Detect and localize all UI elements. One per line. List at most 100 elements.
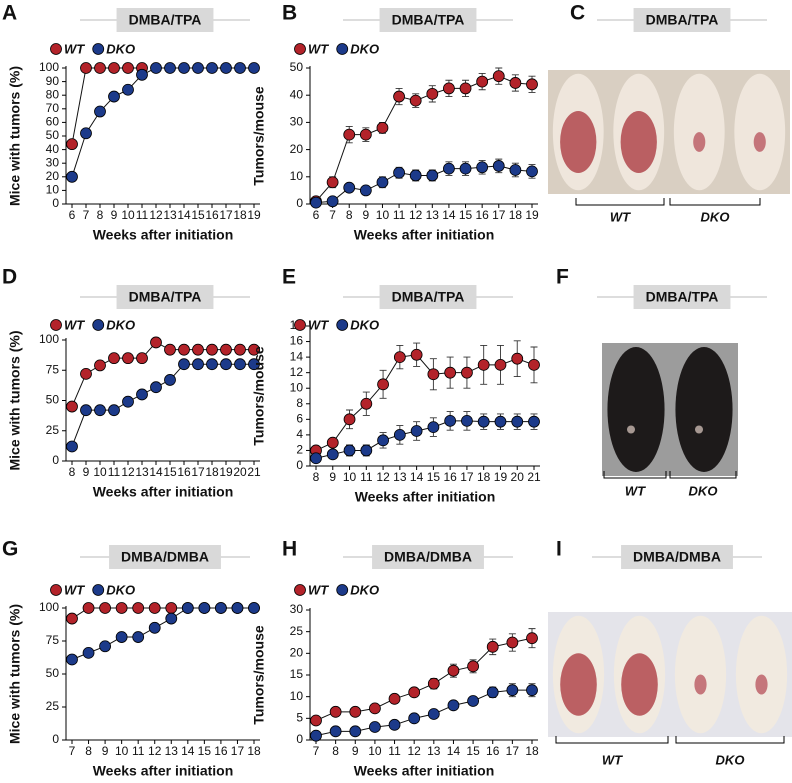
data-point bbox=[178, 358, 190, 371]
x-tick-label: 10 bbox=[115, 744, 129, 758]
x-tick-label: 15 bbox=[198, 744, 212, 758]
x-tick-label: 11 bbox=[132, 744, 145, 758]
data-point bbox=[215, 602, 227, 614]
title-box bbox=[633, 285, 731, 309]
y-tick-label: 100 bbox=[39, 600, 59, 614]
x-tick-label: 11 bbox=[360, 470, 373, 484]
x-axis-label: Weeks after initiation bbox=[354, 227, 495, 243]
data-point bbox=[66, 653, 78, 666]
data-point bbox=[509, 164, 522, 176]
x-tick-label: 17 bbox=[492, 208, 506, 222]
group-label: DKO bbox=[716, 752, 745, 767]
series-line bbox=[71, 607, 254, 660]
x-tick-label: 13 bbox=[165, 744, 179, 758]
data-point bbox=[115, 602, 128, 614]
photo-tumor bbox=[621, 653, 658, 716]
y-tick-label: 14 bbox=[290, 349, 304, 363]
y-tick-label: 5 bbox=[296, 711, 303, 725]
data-point bbox=[511, 352, 524, 365]
title-box bbox=[116, 285, 214, 309]
y-tick-label: 4 bbox=[296, 427, 303, 441]
x-tick-label: 15 bbox=[459, 208, 473, 222]
data-point bbox=[234, 358, 246, 371]
group-label: WT bbox=[610, 209, 631, 224]
y-tick-label: 30 bbox=[290, 602, 304, 616]
panel-letter: H bbox=[282, 538, 297, 561]
y-tick-label: 0 bbox=[52, 732, 59, 746]
y-axis-label: Tumors/mouse bbox=[251, 86, 267, 186]
y-tick-label: 90 bbox=[46, 74, 60, 88]
data-point bbox=[410, 425, 423, 437]
y-axis-label: Mice with tumors (%) bbox=[7, 330, 23, 470]
x-tick-label: 12 bbox=[148, 744, 162, 758]
x-tick-label: 12 bbox=[376, 470, 390, 484]
x-tick-label: 18 bbox=[525, 744, 539, 758]
data-point bbox=[506, 684, 519, 697]
panel-letter: D bbox=[2, 266, 17, 289]
x-tick-label: 8 bbox=[313, 470, 320, 484]
x-tick-label: 10 bbox=[376, 208, 390, 222]
x-tick-label: 8 bbox=[97, 208, 104, 222]
legend-label: WT bbox=[308, 317, 329, 332]
data-point bbox=[526, 78, 538, 91]
legend-marker bbox=[336, 319, 349, 331]
data-point bbox=[494, 415, 507, 428]
data-point bbox=[136, 68, 148, 81]
data-point bbox=[360, 444, 373, 457]
data-point bbox=[526, 632, 538, 645]
x-tick-label: 11 bbox=[136, 208, 149, 222]
data-point bbox=[388, 718, 401, 731]
data-point bbox=[122, 352, 134, 365]
data-point bbox=[326, 448, 339, 461]
data-point bbox=[80, 367, 92, 380]
x-tick-label: 21 bbox=[527, 470, 541, 484]
data-point bbox=[310, 729, 322, 742]
title-box bbox=[109, 545, 221, 569]
y-tick-label: 16 bbox=[290, 334, 304, 348]
y-tick-label: 50 bbox=[46, 128, 60, 142]
y-tick-label: 8 bbox=[296, 396, 303, 410]
data-point bbox=[164, 374, 176, 386]
data-point bbox=[329, 705, 342, 718]
data-point bbox=[427, 677, 440, 690]
group-bracket bbox=[575, 198, 665, 206]
data-point bbox=[388, 692, 401, 705]
data-point bbox=[310, 452, 322, 465]
photo-tumor bbox=[695, 425, 703, 434]
data-point bbox=[206, 358, 218, 371]
legend-label: WT bbox=[308, 41, 329, 56]
data-point bbox=[447, 664, 460, 677]
data-point bbox=[461, 414, 473, 427]
y-tick-label: 12 bbox=[290, 365, 304, 379]
data-point bbox=[349, 705, 362, 718]
x-tick-label: 15 bbox=[427, 470, 441, 484]
data-point bbox=[248, 358, 260, 371]
data-point bbox=[66, 612, 78, 625]
legend-label: WT bbox=[64, 582, 85, 597]
photo-tumor bbox=[755, 674, 768, 695]
legend-marker bbox=[92, 43, 105, 55]
y-tick-label: 40 bbox=[46, 142, 60, 156]
series-line bbox=[315, 689, 532, 737]
data-point bbox=[94, 105, 106, 118]
data-point bbox=[376, 176, 389, 189]
x-tick-label: 9 bbox=[329, 470, 336, 484]
y-tick-label: 50 bbox=[46, 666, 60, 680]
x-tick-label: 18 bbox=[509, 208, 523, 222]
data-point bbox=[248, 343, 260, 356]
data-point bbox=[409, 169, 422, 182]
x-axis-label: Weeks after initiation bbox=[354, 763, 495, 779]
y-axis-label: Tumors/mouse bbox=[251, 346, 267, 446]
y-tick-label: 30 bbox=[46, 155, 60, 169]
panel-title: DMBA/DMBA bbox=[121, 549, 209, 565]
x-tick-label: 17 bbox=[231, 744, 245, 758]
data-point bbox=[150, 336, 162, 349]
x-tick-label: 7 bbox=[69, 744, 76, 758]
x-tick-label: 20 bbox=[233, 465, 247, 479]
x-tick-label: 19 bbox=[525, 208, 539, 222]
data-point bbox=[326, 176, 339, 189]
x-tick-label: 16 bbox=[214, 744, 228, 758]
y-tick-label: 20 bbox=[46, 169, 60, 183]
data-point bbox=[427, 368, 440, 381]
y-tick-label: 40 bbox=[290, 87, 304, 101]
